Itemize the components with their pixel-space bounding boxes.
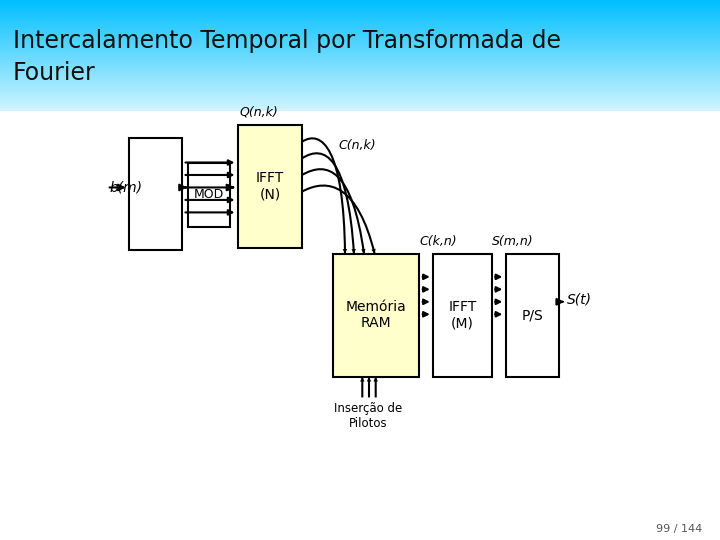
- Text: IFFT
(M): IFFT (M): [449, 300, 477, 330]
- FancyBboxPatch shape: [129, 138, 182, 250]
- FancyBboxPatch shape: [238, 125, 302, 248]
- Text: IFFT
(N): IFFT (N): [256, 171, 284, 201]
- Text: Inserção de
Pilotos: Inserção de Pilotos: [334, 402, 402, 430]
- Text: b(m): b(m): [109, 180, 143, 194]
- FancyBboxPatch shape: [188, 163, 230, 227]
- Text: C(k,n): C(k,n): [419, 235, 457, 248]
- FancyBboxPatch shape: [433, 254, 492, 377]
- Text: MOD: MOD: [194, 188, 224, 201]
- Text: Intercalamento Temporal por Transformada de
Fourier: Intercalamento Temporal por Transformada…: [13, 29, 561, 84]
- Text: S(t): S(t): [567, 293, 592, 307]
- Text: 99 / 144: 99 / 144: [656, 523, 702, 534]
- FancyBboxPatch shape: [505, 254, 559, 377]
- Text: C(n,k): C(n,k): [338, 139, 376, 152]
- Text: S(m,n): S(m,n): [492, 235, 534, 248]
- Text: Q(n,k): Q(n,k): [239, 106, 278, 119]
- Text: Memória
RAM: Memória RAM: [346, 300, 406, 330]
- Text: P/S: P/S: [521, 308, 543, 322]
- FancyBboxPatch shape: [333, 254, 419, 377]
